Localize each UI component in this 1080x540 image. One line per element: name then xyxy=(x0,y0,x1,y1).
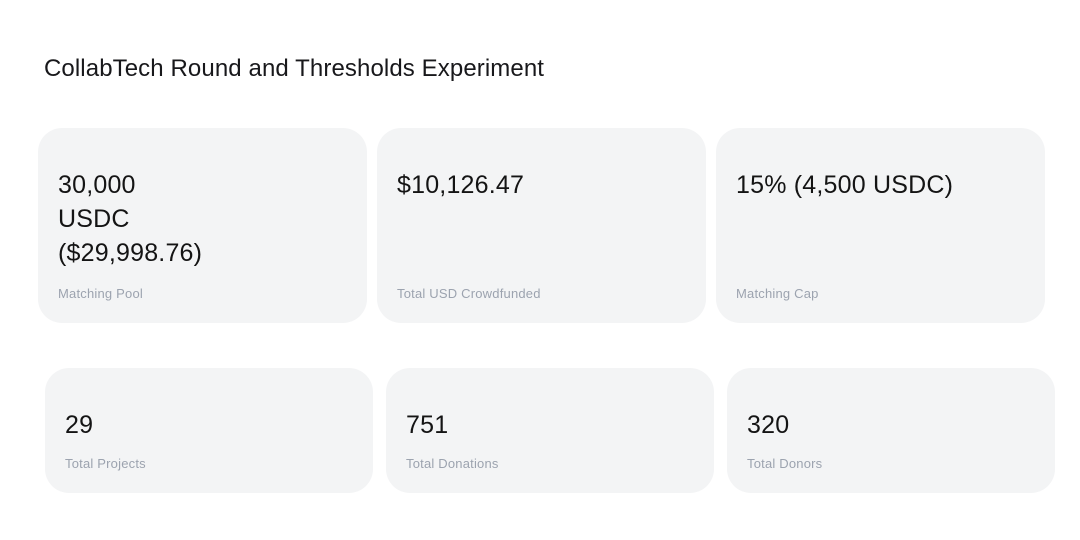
stat-label: Matching Cap xyxy=(736,286,819,301)
stat-card-total-donations: 751 Total Donations xyxy=(386,368,714,493)
stat-card-total-donors: 320 Total Donors xyxy=(727,368,1055,493)
stat-value: 29 xyxy=(65,411,94,439)
page-title: CollabTech Round and Thresholds Experime… xyxy=(44,55,545,82)
stat-value: 320 xyxy=(747,411,790,439)
stat-label: Total Donations xyxy=(406,456,499,471)
stat-card-total-usd-crowdfunded: $10,126.47 Total USD Crowdfunded xyxy=(377,128,706,323)
stat-card-matching-pool: 30,000 USDC ($29,998.76) Matching Pool xyxy=(38,128,367,323)
stats-row-primary: 30,000 USDC ($29,998.76) Matching Pool $… xyxy=(38,128,1045,323)
stats-row-secondary: 29 Total Projects 751 Total Donations 32… xyxy=(45,368,1055,493)
stat-card-total-projects: 29 Total Projects xyxy=(45,368,373,493)
stat-label: Total USD Crowdfunded xyxy=(397,286,541,301)
stat-label: Total Donors xyxy=(747,456,823,471)
stat-label: Matching Pool xyxy=(58,286,143,301)
stat-label: Total Projects xyxy=(65,456,146,471)
stat-card-matching-cap: 15% (4,500 USDC) Matching Cap xyxy=(716,128,1045,323)
stat-value: 751 xyxy=(406,411,449,439)
stat-value: 15% (4,500 USDC) xyxy=(736,171,954,199)
stat-value: $10,126.47 xyxy=(397,171,525,199)
stat-value: 30,000 USDC ($29,998.76) xyxy=(58,171,203,267)
